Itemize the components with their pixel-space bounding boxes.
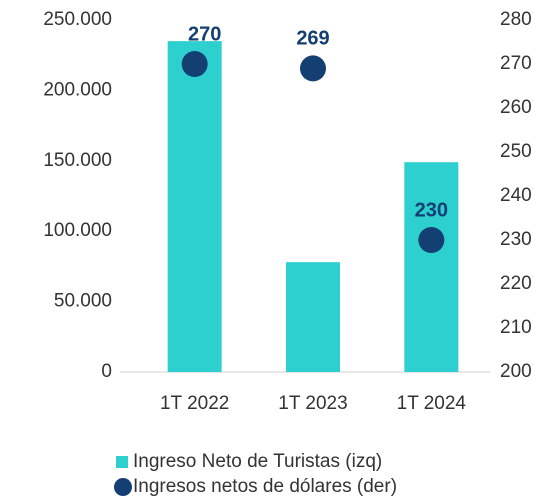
- y-tick-label: 50.000: [54, 291, 112, 312]
- legend-label: Ingresos netos de dólares (der): [133, 476, 397, 497]
- value-label: 269: [296, 28, 329, 50]
- y2-tick-label: 280: [500, 9, 532, 30]
- x-tick-label: 1T 2024: [397, 393, 467, 414]
- y-tick-label: 250.000: [43, 9, 112, 30]
- x-tick-label: 1T 2022: [160, 393, 229, 414]
- y2-tick-label: 210: [500, 317, 532, 338]
- y2-tick-label: 270: [500, 53, 532, 74]
- value-label: 230: [415, 199, 448, 221]
- y2-tick-label: 230: [500, 229, 532, 250]
- legend-label: Ingreso Neto de Turistas (izq): [133, 451, 382, 472]
- dot: [300, 55, 326, 82]
- value-label: 270: [188, 23, 221, 45]
- y2-tick-label: 220: [500, 273, 532, 294]
- y2-tick-label: 260: [500, 97, 532, 118]
- bar: [286, 262, 340, 372]
- dot: [418, 227, 445, 253]
- y-tick-label: 200.000: [43, 79, 112, 100]
- legend-marker: [116, 456, 128, 468]
- y-tick-label: 100.000: [43, 220, 112, 241]
- bar: [167, 41, 222, 373]
- y-tick-label: 150.000: [43, 150, 112, 171]
- dot: [181, 51, 208, 77]
- legend-marker: [114, 478, 132, 496]
- y2-tick-label: 240: [500, 185, 532, 206]
- x-tick-label: 1T 2023: [278, 393, 347, 414]
- y2-tick-label: 200: [500, 361, 532, 382]
- y-tick-label: 0: [101, 361, 112, 382]
- bar: [404, 162, 459, 372]
- y2-tick-label: 250: [500, 141, 532, 162]
